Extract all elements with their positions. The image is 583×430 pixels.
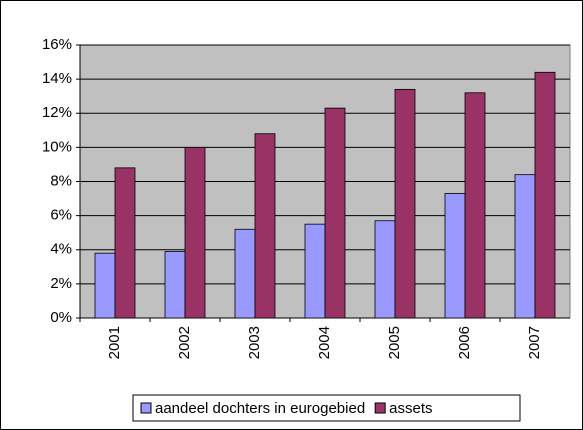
bar <box>234 228 256 319</box>
bar <box>374 220 396 319</box>
legend-label: aandeel dochters in eurogebied <box>155 400 365 417</box>
y-tick-label: 8% <box>50 172 72 189</box>
legend-swatch <box>140 402 152 414</box>
y-tick-label: 2% <box>50 275 72 292</box>
y-tick-label: 14% <box>42 70 72 87</box>
y-tick-label: 0% <box>50 309 72 326</box>
x-tick-label: 2002 <box>176 326 193 359</box>
bar <box>164 251 186 319</box>
bar <box>394 88 416 319</box>
y-tick-label: 16% <box>42 36 72 53</box>
bar <box>324 107 346 319</box>
x-tick-label: 2006 <box>456 326 473 359</box>
bar <box>114 167 136 319</box>
bar <box>254 133 276 319</box>
y-tick-label: 4% <box>50 241 72 258</box>
bar <box>444 193 466 319</box>
legend-label: assets <box>389 400 432 417</box>
bar <box>514 174 536 319</box>
bar <box>534 71 556 319</box>
y-tick-label: 12% <box>42 104 72 121</box>
legend-box <box>132 394 521 422</box>
x-tick-label: 2007 <box>526 326 543 359</box>
bar <box>94 252 116 319</box>
x-tick-label: 2005 <box>386 326 403 359</box>
x-tick-label: 2001 <box>106 326 123 359</box>
x-tick-label: 2003 <box>246 326 263 359</box>
x-tick-label: 2004 <box>316 326 333 359</box>
y-tick-label: 6% <box>50 207 72 224</box>
bar <box>184 146 206 319</box>
bar <box>304 223 326 319</box>
legend-swatch <box>374 402 386 414</box>
y-tick-label: 10% <box>42 138 72 155</box>
bar <box>464 92 486 319</box>
